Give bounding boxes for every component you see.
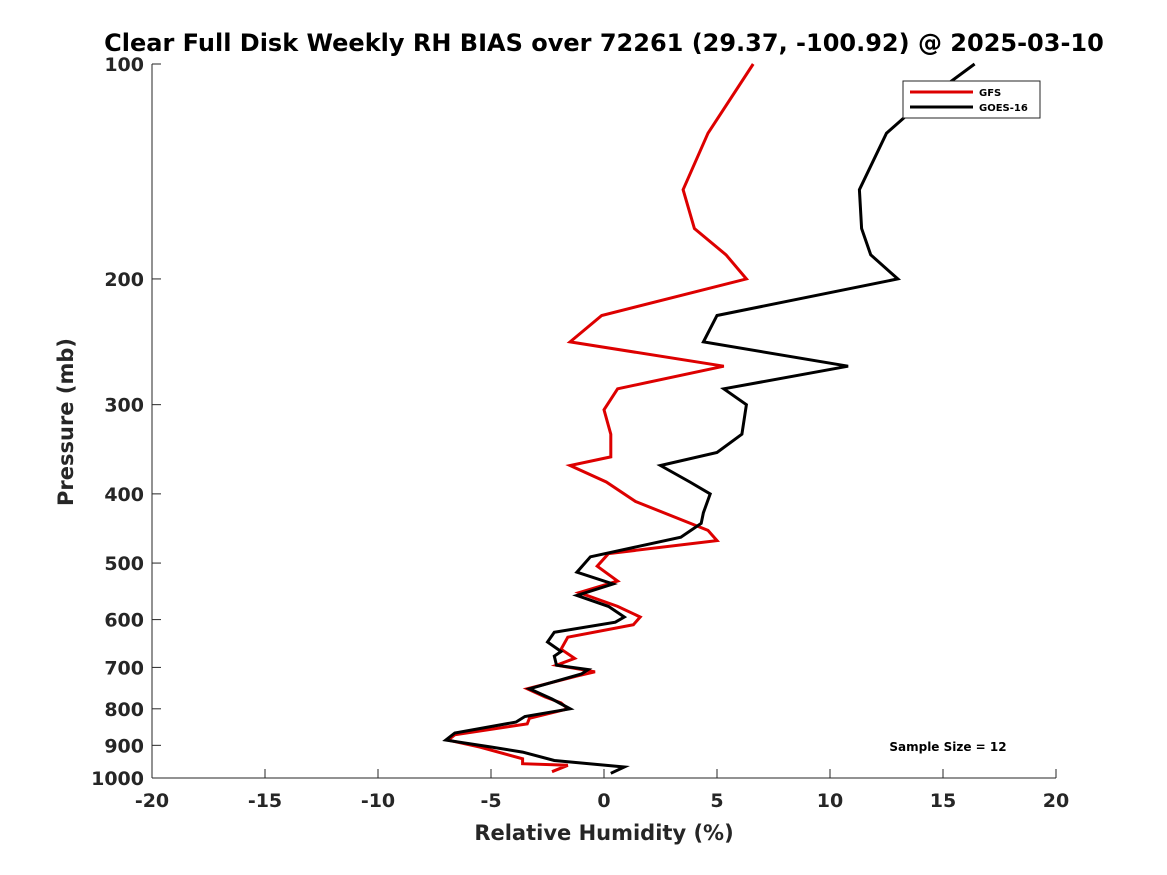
series-lines xyxy=(442,62,976,775)
series-line-goes-16 xyxy=(442,62,976,775)
x-tick-label: 0 xyxy=(597,790,610,812)
y-tick-label: 700 xyxy=(104,657,144,679)
x-tick-label: 15 xyxy=(930,790,956,812)
series-line-gfs xyxy=(444,63,755,774)
axes: -20 -15 -10 -5 0 5 10 15 20 100 200 300 400 500 600 700… xyxy=(91,54,1069,812)
y-tick-label: 600 xyxy=(104,610,144,632)
x-tick-label: 5 xyxy=(710,790,723,812)
y-tick-label: 100 xyxy=(104,54,144,76)
x-tick-label: 20 xyxy=(1043,790,1069,812)
y-tick-label: 1000 xyxy=(91,768,144,790)
legend: GFS GOES-16 xyxy=(902,80,1041,119)
y-axis-label: Pressure (mb) xyxy=(54,338,78,506)
x-tick-label: 10 xyxy=(817,790,843,812)
chart-title: Clear Full Disk Weekly RH BIAS over 7226… xyxy=(104,29,1104,57)
y-tick-label: 500 xyxy=(104,553,144,575)
y-tick-label: 300 xyxy=(104,395,144,417)
x-tick-label: -20 xyxy=(135,790,169,812)
y-tick-label: 200 xyxy=(104,269,144,291)
y-tick-label: 400 xyxy=(104,484,144,506)
x-tick-label: -5 xyxy=(480,790,501,812)
x-tick-label: -10 xyxy=(361,790,395,812)
legend-label: GFS xyxy=(979,88,1001,99)
y-tick-label: 800 xyxy=(104,699,144,721)
legend-box xyxy=(902,80,1041,119)
y-tick-label: 900 xyxy=(104,735,144,757)
x-tick-label: -15 xyxy=(248,790,282,812)
x-axis-label: Relative Humidity (%) xyxy=(474,821,733,845)
legend-label: GOES-16 xyxy=(979,103,1028,114)
sample-size-annotation: Sample Size = 12 xyxy=(889,740,1006,754)
